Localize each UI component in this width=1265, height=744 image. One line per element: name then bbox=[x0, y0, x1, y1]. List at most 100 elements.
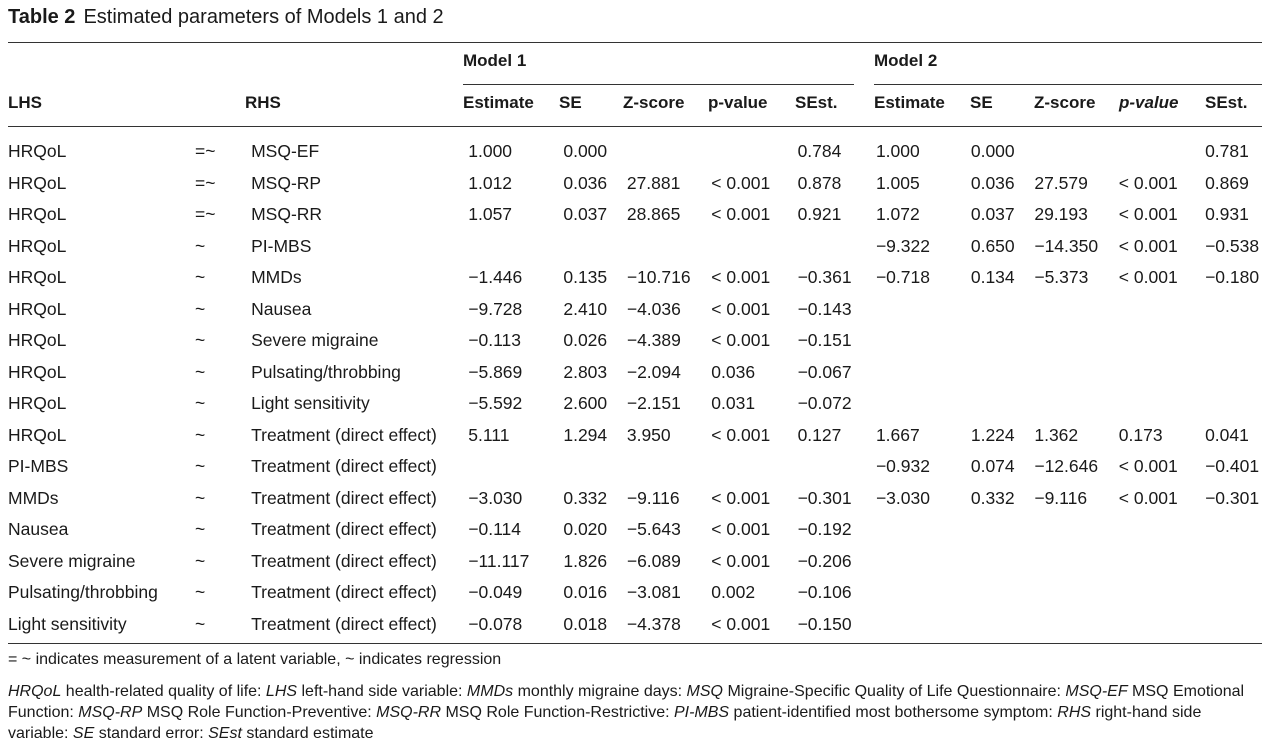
rhs-cell: Light sensitivity bbox=[251, 393, 370, 414]
model2-se-cell bbox=[971, 325, 1034, 357]
model2-p-cell: < 0.001 bbox=[1118, 456, 1178, 477]
model1-est-cell: 1.000 bbox=[468, 141, 513, 162]
model2-s-cell: −0.401 bbox=[1205, 456, 1260, 477]
table-row: MMDs ~ Treatment (direct effect) −3.030 0.33… bbox=[0, 483, 1265, 515]
abbrev-term: MMDs bbox=[466, 683, 514, 700]
abbrev-term: MSQ-EF bbox=[1065, 683, 1128, 700]
model2-s-cell: 0.931 bbox=[1205, 204, 1249, 225]
table-row: Nausea ~ Treatment (direct effect) −0.114 0.… bbox=[0, 514, 1265, 546]
model2-se-cell bbox=[971, 357, 1034, 389]
lhs-cell: Severe migraine bbox=[8, 550, 136, 571]
abbrev-definition: MSQ Emotional Function: bbox=[8, 683, 1249, 721]
model2-est-cell bbox=[876, 294, 971, 326]
model1-s-cell: −0.301 bbox=[797, 487, 852, 508]
rhs-cell: Treatment (direct effect) bbox=[251, 519, 437, 540]
model1-s-cell bbox=[798, 231, 876, 263]
model1-z-cell: −9.116 bbox=[626, 487, 680, 508]
lhs-cell: HRQoL bbox=[8, 235, 67, 256]
model1-z-cell: 28.865 bbox=[626, 204, 681, 225]
model2-est-cell: −3.030 bbox=[875, 487, 930, 508]
model1-p-cell bbox=[711, 231, 797, 263]
table-caption: Estimated parameters of Models 1 and 2 bbox=[83, 6, 444, 28]
model1-z-cell: 27.881 bbox=[626, 172, 681, 193]
model2-s-cell: −0.301 bbox=[1205, 487, 1260, 508]
abbrev-definition: standard error: bbox=[94, 725, 209, 742]
model2-z-cell: 1.362 bbox=[1034, 424, 1079, 445]
model1-se-cell: 2.803 bbox=[563, 361, 608, 382]
model2-est-cell bbox=[876, 325, 971, 357]
lhs-cell: Nausea bbox=[8, 519, 69, 540]
model2-est-cell bbox=[876, 357, 971, 389]
abbrev-term: MSQ-RR bbox=[376, 704, 442, 721]
model1-est-cell: −5.869 bbox=[468, 361, 523, 382]
abbrev-definition: right-hand side variable: bbox=[8, 704, 1206, 742]
table-row: HRQoL ~ Treatment (direct effect) 5.111 1.29… bbox=[0, 420, 1265, 452]
model1-est-cell: 1.057 bbox=[468, 204, 513, 225]
rhs-cell: Treatment (direct effect) bbox=[251, 613, 437, 634]
model1-est-cell: −5.592 bbox=[468, 393, 523, 414]
abbrev-term: SE bbox=[72, 725, 95, 742]
model2-est-cell: 1.005 bbox=[875, 172, 920, 193]
model2-z-cell bbox=[1034, 294, 1118, 326]
model1-p-cell: 0.002 bbox=[711, 582, 756, 603]
parameters-table: HRQoL =~ MSQ-EF 1.000 0.000 0.784 1.000 0.000 0.… bbox=[0, 136, 1265, 640]
model2-se-cell: 0.134 bbox=[970, 267, 1015, 288]
operator-cell: ~ bbox=[195, 235, 206, 256]
operator-cell: ~ bbox=[195, 519, 206, 540]
model2-z-cell: 27.579 bbox=[1034, 172, 1088, 193]
model2-est-cell bbox=[876, 546, 971, 578]
model2-s-cell bbox=[1205, 514, 1265, 546]
model2-z-cell bbox=[1034, 609, 1118, 641]
abbrev-term: SEst bbox=[208, 725, 242, 742]
model2-se-cell bbox=[971, 388, 1034, 420]
model2-rule bbox=[874, 84, 1262, 85]
lhs-cell: PI-MBS bbox=[8, 456, 69, 477]
operator-note: = ~ indicates measurement of a latent va… bbox=[8, 651, 502, 668]
operator-cell: ~ bbox=[195, 424, 206, 445]
model2-p-cell bbox=[1119, 577, 1205, 609]
model1-s-cell: −0.150 bbox=[797, 613, 852, 634]
model2-s-cell bbox=[1205, 357, 1265, 389]
operator-cell: ~ bbox=[195, 582, 206, 603]
model1-se-cell: 2.410 bbox=[563, 298, 608, 319]
model1-est-cell: −0.049 bbox=[468, 582, 523, 603]
m1-estimate-header: Estimate bbox=[463, 93, 534, 112]
operator-cell: ~ bbox=[195, 613, 206, 634]
model1-est-cell: 5.111 bbox=[468, 424, 510, 445]
lhs-cell: HRQoL bbox=[8, 204, 67, 225]
model1-est-cell: −0.113 bbox=[468, 330, 521, 351]
model2-s-cell bbox=[1205, 388, 1265, 420]
m2-pvalue-header-text: p-value bbox=[1119, 93, 1179, 112]
abbrev-definition: patient-identified most bothersome sympt… bbox=[729, 704, 1058, 721]
table-title: Table 2 Estimated parameters of Models 1 … bbox=[8, 6, 444, 29]
model2-est-cell: −9.322 bbox=[875, 235, 930, 256]
model1-p-cell: < 0.001 bbox=[711, 330, 771, 351]
model1-rule bbox=[463, 84, 854, 85]
model1-se-cell: 1.826 bbox=[563, 550, 608, 571]
model1-se-cell: 0.037 bbox=[563, 204, 608, 225]
model2-p-cell bbox=[1119, 325, 1205, 357]
table-row: Light sensitivity ~ Treatment (direct effe… bbox=[0, 609, 1265, 641]
abbrev-definition: Migraine-Specific Quality of Life Questi… bbox=[723, 683, 1066, 700]
model1-est-cell bbox=[468, 451, 563, 483]
rhs-cell: Treatment (direct effect) bbox=[251, 487, 437, 508]
model1-p-cell: < 0.001 bbox=[711, 204, 771, 225]
operator-cell: ~ bbox=[195, 393, 206, 414]
m2-zscore-header: Z-score bbox=[1034, 93, 1096, 112]
model1-p-cell: < 0.001 bbox=[711, 487, 771, 508]
model1-est-cell: −9.728 bbox=[468, 298, 523, 319]
model1-z-cell: 3.950 bbox=[626, 424, 671, 445]
abbreviation-note: HRQoL health-related quality of life: LH… bbox=[8, 681, 1258, 744]
abbrev-term: PI-MBS bbox=[673, 704, 730, 721]
model1-se-cell: 2.600 bbox=[563, 393, 608, 414]
m1-se-header: SE bbox=[559, 93, 582, 112]
model1-s-cell: −0.143 bbox=[797, 298, 852, 319]
model2-header: Model 2 bbox=[874, 51, 938, 70]
lhs-cell: HRQoL bbox=[8, 330, 67, 351]
operator-cell: ~ bbox=[195, 330, 206, 351]
rhs-cell: MMDs bbox=[251, 267, 302, 288]
model2-s-cell: 0.781 bbox=[1205, 141, 1249, 162]
model2-se-cell: 1.224 bbox=[970, 424, 1015, 445]
lhs-cell: Pulsating/throbbing bbox=[8, 582, 158, 603]
model1-z-cell bbox=[627, 136, 711, 168]
